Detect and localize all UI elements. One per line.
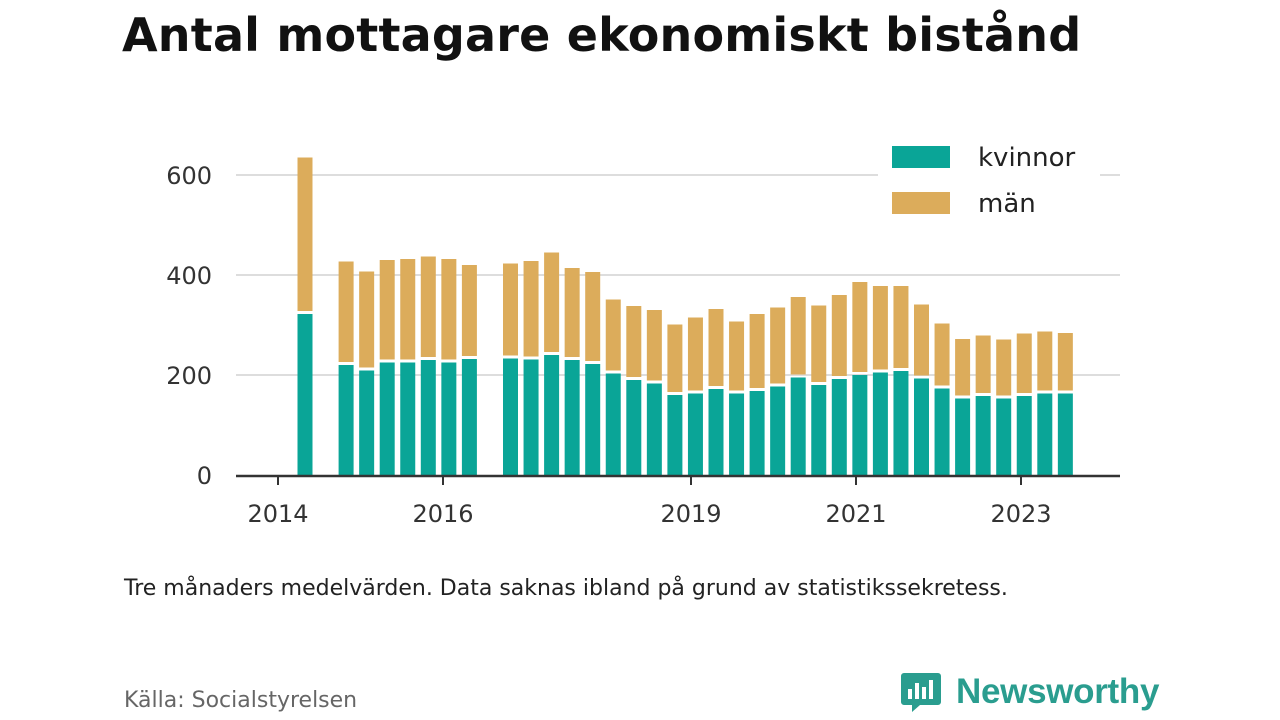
bar-kvinnor xyxy=(831,379,847,475)
x-tick-label: 2016 xyxy=(412,500,473,528)
bar-man xyxy=(831,295,847,376)
bar-man xyxy=(708,309,724,386)
bar-man xyxy=(872,286,888,370)
bar-man xyxy=(852,282,868,372)
y-axis-ticks: 0 200 400 600 xyxy=(166,162,212,490)
bar-man xyxy=(749,314,765,388)
bar-kvinnor xyxy=(749,391,765,475)
bar-kvinnor xyxy=(461,359,477,475)
bar-man xyxy=(379,260,395,360)
chart-title: Antal mottagare ekonomiskt bistånd xyxy=(122,8,1082,62)
bar-kvinnor xyxy=(503,358,518,475)
bar-kvinnor xyxy=(626,380,642,475)
bar-man xyxy=(400,259,416,360)
legend-swatch-kvinnor xyxy=(892,146,950,168)
bar-man xyxy=(585,272,601,361)
bar-kvinnor xyxy=(420,360,436,475)
bar-kvinnor xyxy=(975,396,991,475)
bar-man xyxy=(996,339,1012,396)
bar-kvinnor xyxy=(770,386,786,475)
bar-man xyxy=(729,321,745,391)
brand-name: Newsworthy xyxy=(956,672,1160,711)
bar-man xyxy=(811,305,827,382)
bar-man xyxy=(934,323,950,386)
bar-kvinnor xyxy=(914,378,929,475)
bar-kvinnor xyxy=(585,364,601,475)
bar-kvinnor xyxy=(955,398,971,475)
bar-kvinnor xyxy=(1057,393,1073,475)
x-tick-label: 2019 xyxy=(660,500,721,528)
x-tick-label: 2021 xyxy=(825,500,886,528)
bar-kvinnor xyxy=(544,355,560,475)
x-tick-label: 2014 xyxy=(247,500,308,528)
bar-man xyxy=(1057,333,1073,391)
bar-man xyxy=(955,339,971,396)
bar-kvinnor xyxy=(729,393,745,475)
bar-man xyxy=(544,252,560,352)
bar-kvinnor xyxy=(297,314,313,475)
legend: kvinnor män xyxy=(878,140,1100,242)
bar-man xyxy=(523,261,539,357)
bar-man xyxy=(626,306,642,377)
bar-man xyxy=(667,324,683,392)
bar-man xyxy=(297,157,313,311)
bar-man xyxy=(687,317,703,391)
bar-man xyxy=(461,265,477,356)
bar-kvinnor xyxy=(400,362,416,475)
bar-man xyxy=(564,268,580,357)
newsworthy-logo-icon xyxy=(901,673,941,712)
y-tick-label: 200 xyxy=(166,362,212,390)
bar-man xyxy=(441,259,457,360)
bar-man xyxy=(975,335,991,393)
y-tick-label: 0 xyxy=(197,462,212,490)
bar-kvinnor xyxy=(872,372,888,475)
bar-man xyxy=(420,256,436,357)
bar-man xyxy=(338,261,354,362)
bar-kvinnor xyxy=(852,375,868,475)
bar-chart: 0 200 400 600 2014 2016 2019 2021 2023 kvinnor … xyxy=(166,140,1120,528)
source-note: Källa: Socialstyrelsen xyxy=(124,688,358,713)
bar-man xyxy=(605,299,621,371)
bar-kvinnor xyxy=(934,388,950,475)
bar-man xyxy=(914,304,929,376)
legend-label-kvinnor: kvinnor xyxy=(978,143,1076,173)
bar-man xyxy=(359,271,375,368)
x-axis: 2014 2016 2019 2021 2023 xyxy=(236,474,1120,528)
bar-kvinnor xyxy=(996,398,1012,475)
legend-label-man: män xyxy=(978,189,1036,219)
bar-man xyxy=(893,286,909,368)
bar-kvinnor xyxy=(605,373,621,475)
bar-kvinnor xyxy=(893,371,909,475)
bar-kvinnor xyxy=(667,395,683,475)
bar-kvinnor xyxy=(1016,396,1032,475)
bar-kvinnor xyxy=(708,389,724,475)
bar-man xyxy=(770,307,786,384)
bar-man xyxy=(790,297,806,375)
bar-kvinnor xyxy=(646,383,662,475)
legend-swatch-man xyxy=(892,192,950,214)
brand-logo[interactable]: Newsworthy xyxy=(900,670,1159,714)
bar-kvinnor xyxy=(564,360,580,475)
bar-kvinnor xyxy=(790,377,806,475)
x-tick-label: 2023 xyxy=(990,500,1051,528)
bar-man xyxy=(1016,333,1032,393)
bar-kvinnor xyxy=(338,365,354,475)
bar-series xyxy=(297,157,1073,475)
bar-kvinnor xyxy=(523,359,539,475)
bar-man xyxy=(1037,331,1053,391)
y-tick-label: 600 xyxy=(166,162,212,190)
bar-kvinnor xyxy=(687,393,703,475)
bar-kvinnor xyxy=(359,370,375,475)
bar-kvinnor xyxy=(1037,393,1053,475)
bar-kvinnor xyxy=(811,385,827,475)
y-tick-label: 400 xyxy=(166,262,212,290)
bar-man xyxy=(503,263,518,356)
bar-kvinnor xyxy=(379,362,395,475)
chart-caption: Tre månaders medelvärden. Data saknas ib… xyxy=(124,576,1008,601)
bar-man xyxy=(646,310,662,381)
bar-kvinnor xyxy=(441,362,457,475)
